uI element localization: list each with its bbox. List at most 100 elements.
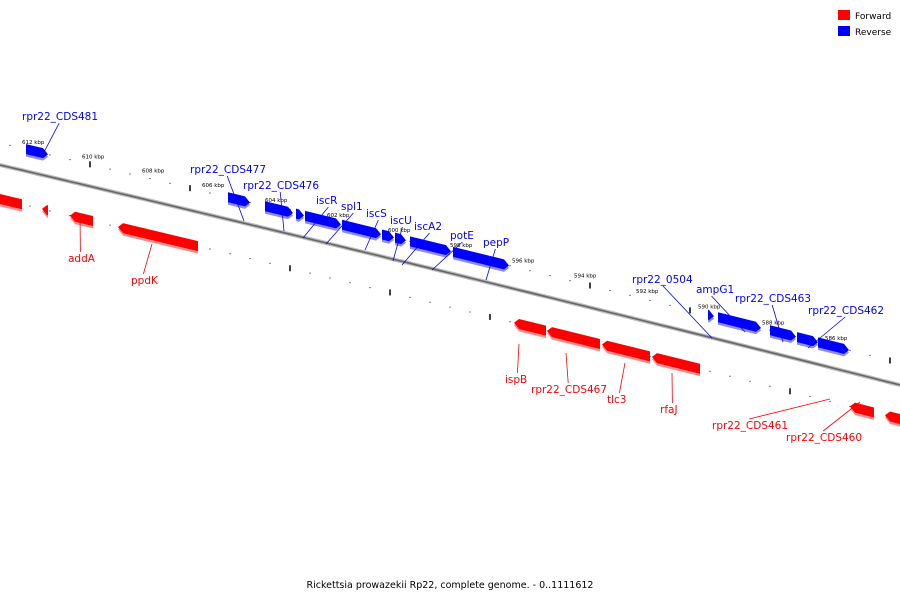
reverse-gene-leader [711,295,746,333]
map-caption: Rickettsia prowazekii Rp22, complete gen… [307,580,594,591]
reverse-gene-label: potE [450,230,474,242]
reverse-gene-feature-body [296,208,304,220]
gene-features [0,144,900,427]
forward-gene-label: rpr22_CDS460 [786,432,862,444]
backbone [0,163,900,387]
reverse-gene-feature [342,219,381,241]
reverse-gene-feature [718,312,761,335]
reverse-gene-label: rpr22_CDS481 [22,111,98,123]
reverse-gene-leader [401,232,430,266]
reverse-gene-feature-body [708,309,714,321]
reverse-gene-leader [485,248,496,281]
reverse-gene-leader [771,304,784,343]
reverse-gene-feature [382,229,394,244]
reverse-gene-leader [364,219,379,251]
reverse-gene-feature-body [265,201,293,217]
reverse-gene-label: iscR [316,195,337,207]
forward-gene-feature [118,223,198,254]
reverse-gene-feature [26,144,48,161]
reverse-gene-feature [296,208,304,222]
forward-gene-label: rpr22_CDS467 [531,384,607,396]
forward-gene-feature [70,211,93,229]
forward-gene-feature [850,402,874,420]
reverse-gene-feature-body [453,246,509,270]
reverse-gene-leader [392,226,403,262]
forward-gene-feature-body [70,211,93,227]
forward-gene-feature [547,327,600,352]
forward-gene-feature-body [850,402,874,418]
reverse-gene-leader [325,212,354,245]
tick-label: 590 kbp [698,304,721,310]
reverse-gene-feature-body [228,192,250,207]
reverse-gene-label: rpr22_CDS477 [190,164,266,176]
forward-gene-feature [42,205,48,218]
reverse-gene-feature-body [305,210,341,229]
tick-label: 592 kbp [636,289,659,295]
reverse-gene-feature [410,236,451,258]
tick-label: 610 kbp [82,154,105,160]
reverse-gene-feature-body [395,232,406,245]
reverse-gene-label: rpr22_CDS463 [735,293,811,305]
tick-label: 604 kbp [265,198,288,204]
tick-label: 598 kbp [450,243,473,249]
reverse-gene-feature-body [342,219,381,239]
tick-label: 594 kbp [574,274,597,280]
tick-label: 588 kbp [762,320,785,326]
forward-gene-leader [619,362,626,394]
forward-gene-label: addA [68,253,96,265]
forward-gene-feature-body [547,327,600,349]
tick-label: 586 kbp [825,336,848,342]
reverse-gene-feature-body [797,332,818,347]
reverse-gene-label: ampG1 [696,284,734,296]
legend-reverse-swatch [838,26,850,36]
legend: Forward Reverse [838,10,892,38]
reverse-gene-leader [302,206,329,239]
reverse-gene-feature [228,192,250,209]
reverse-gene-leader [279,191,285,232]
reverse-gene-feature [770,325,796,344]
reverse-gene-feature [818,337,849,357]
reverse-gene-leader [662,285,713,339]
forward-gene-leader [517,343,520,374]
forward-gene-label: rfaJ [660,404,678,416]
backbone-line [0,164,900,386]
forward-gene-label: tlc3 [607,394,627,406]
reverse-gene-leader [431,241,463,271]
forward-gene-leader [143,243,153,275]
tick-label: 602 kbp [327,213,350,219]
forward-gene-feature-body [652,353,700,374]
forward-gene-feature-body [0,194,22,210]
reverse-gene-feature-body [382,229,394,242]
forward-gene-feature [0,194,22,212]
reverse-gene-feature [305,210,341,231]
forward-gene-feature-body [514,319,546,336]
forward-gene-feature-body [885,411,900,425]
forward-gene-leader [749,398,831,420]
reverse-gene-leader [807,316,846,349]
forward-gene-label: ppdK [131,275,159,287]
tick-label: 596 kbp [512,258,535,264]
tick-label: 612 kbp [22,140,45,146]
reverse-gene-feature-body [770,325,796,341]
forward-gene-feature-body [602,340,650,362]
reverse-gene-label: pepP [483,237,509,249]
reverse-gene-feature [708,309,714,323]
tick-label: 608 kbp [142,169,165,175]
reverse-gene-label: rpr22_CDS476 [243,180,319,192]
forward-gene-label: ispB [505,374,527,386]
forward-gene-leader [822,401,861,432]
legend-reverse-label: Reverse [855,28,892,38]
reverse-gene-label: iscS [366,208,387,220]
reverse-gene-label: rpr22_0504 [632,274,693,286]
reverse-gene-label: iscU [390,215,412,227]
reverse-gene-feature [265,201,293,220]
reverse-gene-feature-body [718,312,761,332]
forward-gene-leader [565,352,569,384]
forward-gene-feature-body [118,223,198,252]
reverse-gene-feature-body [818,337,849,354]
reverse-gene-label: rpr22_CDS462 [808,305,884,317]
forward-gene-feature [652,353,700,377]
reverse-gene-feature [797,332,818,349]
forward-gene-feature [602,340,650,364]
legend-forward-label: Forward [855,12,891,22]
